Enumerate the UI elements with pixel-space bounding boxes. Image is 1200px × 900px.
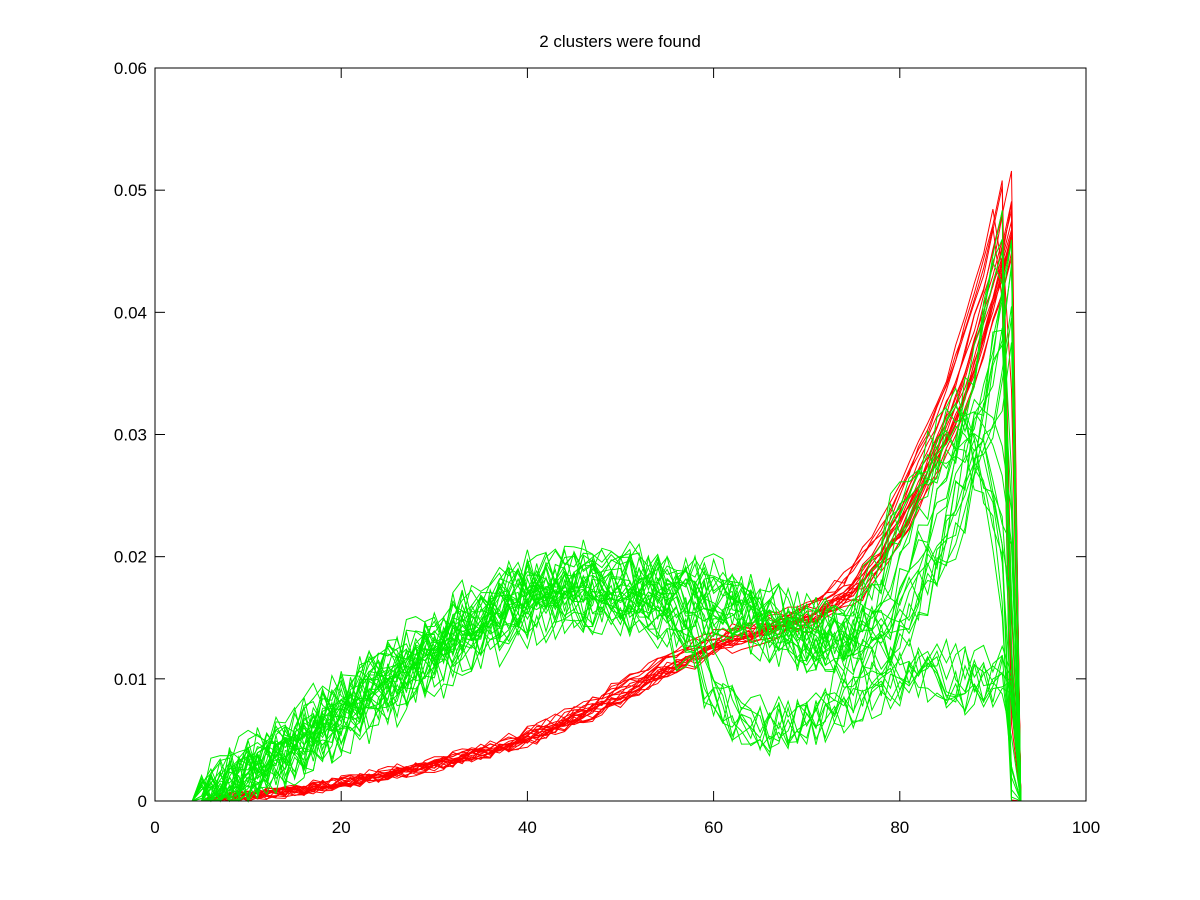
series-4-line-10 bbox=[155, 578, 1086, 802]
series-2-line-4 bbox=[155, 210, 1086, 803]
series-1-line-17 bbox=[155, 221, 1086, 802]
x-tick-label: 60 bbox=[704, 818, 723, 837]
y-axis: 0 0.01 0.02 0.03 0.04 0.05 0.06 bbox=[114, 59, 1086, 811]
series-2-line-11 bbox=[155, 342, 1086, 802]
series-4-line-7 bbox=[155, 556, 1086, 803]
y-tick-label: 0.05 bbox=[114, 181, 147, 200]
y-tick-label: 0 bbox=[138, 792, 147, 811]
series-4-line-8 bbox=[155, 572, 1086, 802]
series-1-line-15 bbox=[155, 180, 1086, 802]
y-tick-label: 0.03 bbox=[114, 426, 147, 445]
series-1-line-14 bbox=[155, 237, 1086, 802]
series-3-line-6 bbox=[155, 447, 1086, 802]
series-layer bbox=[155, 170, 1086, 803]
x-tick-label: 40 bbox=[518, 818, 537, 837]
x-tick-label: 20 bbox=[332, 818, 351, 837]
x-tick-label: 0 bbox=[150, 818, 159, 837]
series-1-line-18 bbox=[155, 258, 1086, 802]
y-tick-label: 0.06 bbox=[114, 59, 147, 78]
y-tick-label: 0.02 bbox=[114, 548, 147, 567]
x-axis: 0 20 40 60 80 100 bbox=[150, 68, 1100, 837]
y-tick-label: 0.01 bbox=[114, 670, 147, 689]
series-1-line-20 bbox=[155, 208, 1086, 802]
series-4-line-3 bbox=[155, 578, 1086, 802]
x-tick-label: 80 bbox=[890, 818, 909, 837]
series-4-line-6 bbox=[155, 585, 1086, 802]
chart-title: 2 clusters were found bbox=[539, 32, 701, 51]
y-tick-label: 0.04 bbox=[114, 303, 147, 322]
series-3-line-3 bbox=[155, 386, 1086, 802]
x-tick-label: 100 bbox=[1072, 818, 1100, 837]
series-3-line-4 bbox=[155, 432, 1086, 802]
